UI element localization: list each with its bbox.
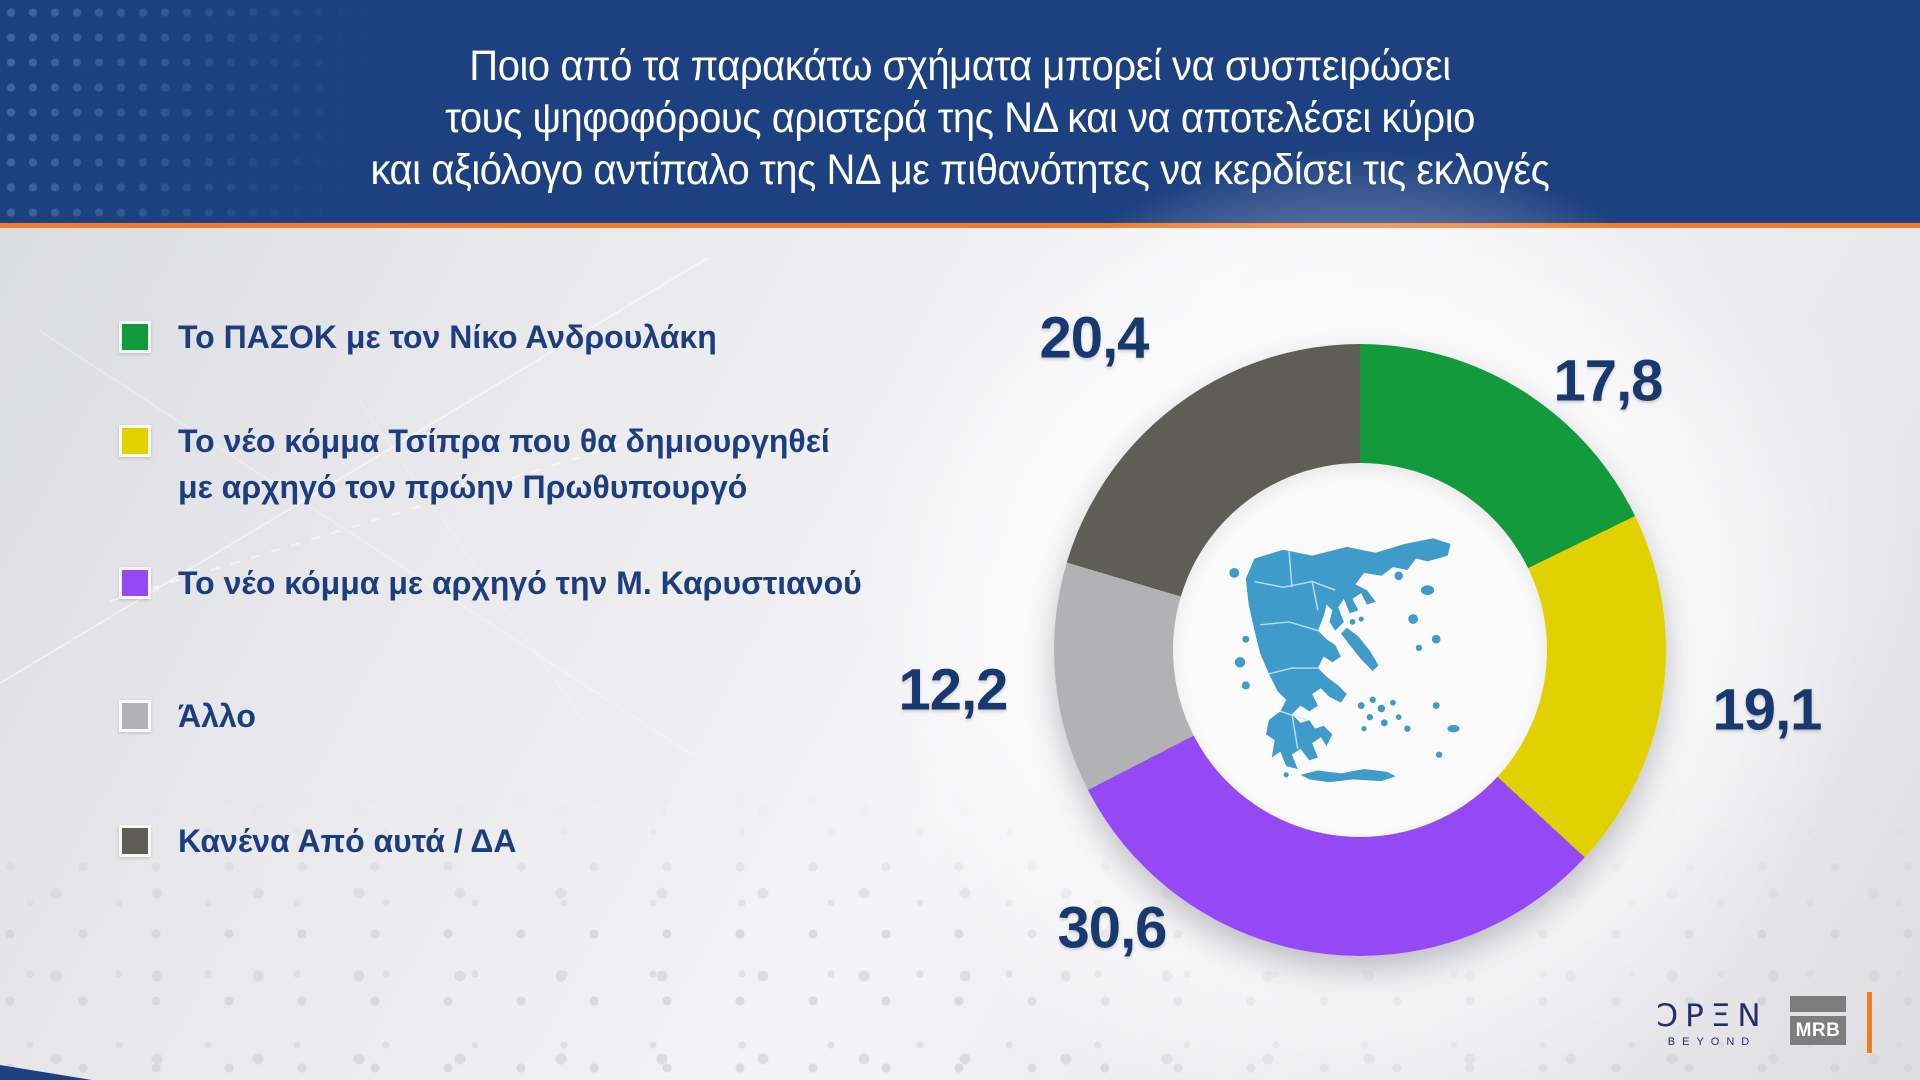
legend-item-tsipras: Το νέο κόμμα Τσίπρα που θα δημιουργηθεί … — [119, 423, 830, 510]
title-line-3: και αξιόλογο αντίπαλο της ΝΔ με πιθανότη… — [370, 146, 1550, 194]
open-tv-logo: ƆPΞN BEYOND — [1652, 998, 1772, 1048]
open-logo-subtext: BEYOND — [1667, 1036, 1757, 1048]
poll-question-title: Ποιο από τα παρακάτω σχήματα μπορεί να σ… — [67, 40, 1853, 196]
open-logo-text: ƆPΞN — [1656, 998, 1768, 1034]
title-line-2: τους ψηφοφόρους αριστερά της ΝΔ και να α… — [445, 94, 1475, 142]
legend-swatch-yellow — [119, 425, 151, 457]
legend-swatch-lightgray — [119, 700, 151, 732]
value-label-purple: 30,6 — [1057, 895, 1168, 961]
legend-label: Το ΠΑΣΟΚ με τον Νίκο Ανδρουλάκη — [178, 319, 717, 355]
decorative-line — [38, 330, 695, 757]
legend-label-line-2: με αρχηγό τον πρώην Πρωθυπουργό — [178, 469, 748, 505]
donut-chart — [1054, 344, 1666, 956]
value-label-green: 17,8 — [1553, 348, 1664, 414]
legend-swatch-darkgray — [119, 825, 151, 857]
greece-map — [1229, 538, 1460, 783]
halftone-dots-pattern — [0, 0, 440, 223]
value-label-darkgray: 20,4 — [1039, 305, 1150, 371]
orange-accent-line — [1867, 992, 1872, 1053]
legend-item-pasok: Το ΠΑΣΟΚ με τον Νίκο Ανδρουλάκη — [119, 321, 717, 353]
legend-label: Άλλο — [178, 698, 256, 734]
legend-label: Κανένα Από αυτά / ΔΑ — [178, 823, 517, 859]
mrb-logo: MRB — [1790, 996, 1846, 1045]
value-label-lightgray: 12,2 — [898, 657, 1009, 723]
legend-swatch-green — [119, 321, 151, 353]
header-accent-divider — [0, 223, 1920, 228]
legend-label: Το νέο κόμμα Τσίπρα που θα δημιουργηθεί … — [178, 418, 830, 510]
legend-item-karystianou: Το νέο κόμμα με αρχηγό την Μ. Καρυστιανο… — [119, 567, 862, 599]
legend-label: Το νέο κόμμα με αρχηγό την Μ. Καρυστιανο… — [178, 565, 862, 601]
mrb-logo-text: MRB — [1790, 1016, 1846, 1045]
legend-item-none: Κανένα Από αυτά / ΔΑ — [119, 825, 516, 857]
legend-label-line-1: Το νέο κόμμα Τσίπρα που θα δημιουργηθεί — [178, 423, 830, 459]
mrb-logo-bar — [1790, 996, 1846, 1012]
title-line-1: Ποιο από τα παρακάτω σχήματα μπορεί να σ… — [469, 42, 1451, 90]
legend-item-other: Άλλο — [119, 700, 256, 732]
legend-swatch-purple — [119, 567, 151, 599]
donut-hole — [1173, 463, 1547, 837]
header-banner: Ποιο από τα παρακάτω σχήματα μπορεί να σ… — [0, 0, 1920, 223]
value-label-yellow: 19,1 — [1712, 677, 1823, 743]
